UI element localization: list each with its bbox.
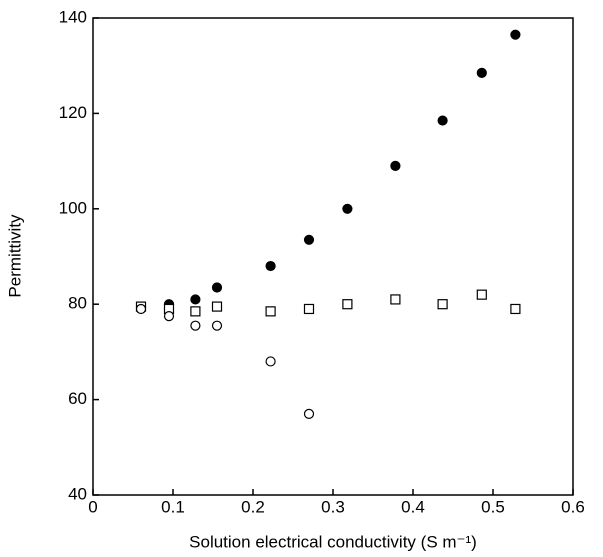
point [135, 303, 147, 315]
y-tick-label: 100 [59, 198, 87, 217]
point [265, 356, 276, 367]
point [190, 320, 201, 331]
point [163, 311, 175, 322]
y-tick-label: 60 [68, 389, 87, 408]
point [303, 234, 315, 245]
point [211, 301, 223, 312]
x-tick-label: 0.4 [401, 497, 425, 516]
point [510, 29, 521, 40]
point [211, 320, 223, 331]
point [190, 294, 201, 305]
point [303, 303, 315, 315]
point [437, 299, 448, 310]
x-axis-title: Solution electrical conductivity (S m⁻¹) [189, 532, 477, 551]
y-tick-label: 120 [59, 103, 87, 122]
point [303, 408, 315, 420]
x-tick-label: 0 [88, 497, 97, 516]
y-tick-label: 40 [68, 484, 87, 503]
point [342, 203, 353, 214]
point [342, 299, 353, 310]
point [476, 67, 487, 78]
x-tick-label: 0.2 [241, 497, 265, 516]
x-tick-label: 0.1 [161, 497, 185, 516]
y-axis-title: Permittivity [5, 214, 24, 298]
point [390, 160, 401, 171]
point [510, 303, 521, 315]
y-tick-label: 80 [68, 294, 87, 313]
point [211, 282, 223, 293]
point [265, 260, 276, 272]
point [476, 289, 487, 300]
plot-frame [92, 17, 574, 496]
x-tick-label: 0.5 [481, 497, 505, 516]
x-tick-label: 0.3 [321, 497, 345, 516]
point [265, 306, 276, 317]
y-tick-label: 140 [59, 7, 87, 26]
x-tick-label: 0.6 [561, 497, 585, 516]
point [390, 294, 401, 305]
point [190, 306, 201, 317]
point [437, 115, 448, 126]
